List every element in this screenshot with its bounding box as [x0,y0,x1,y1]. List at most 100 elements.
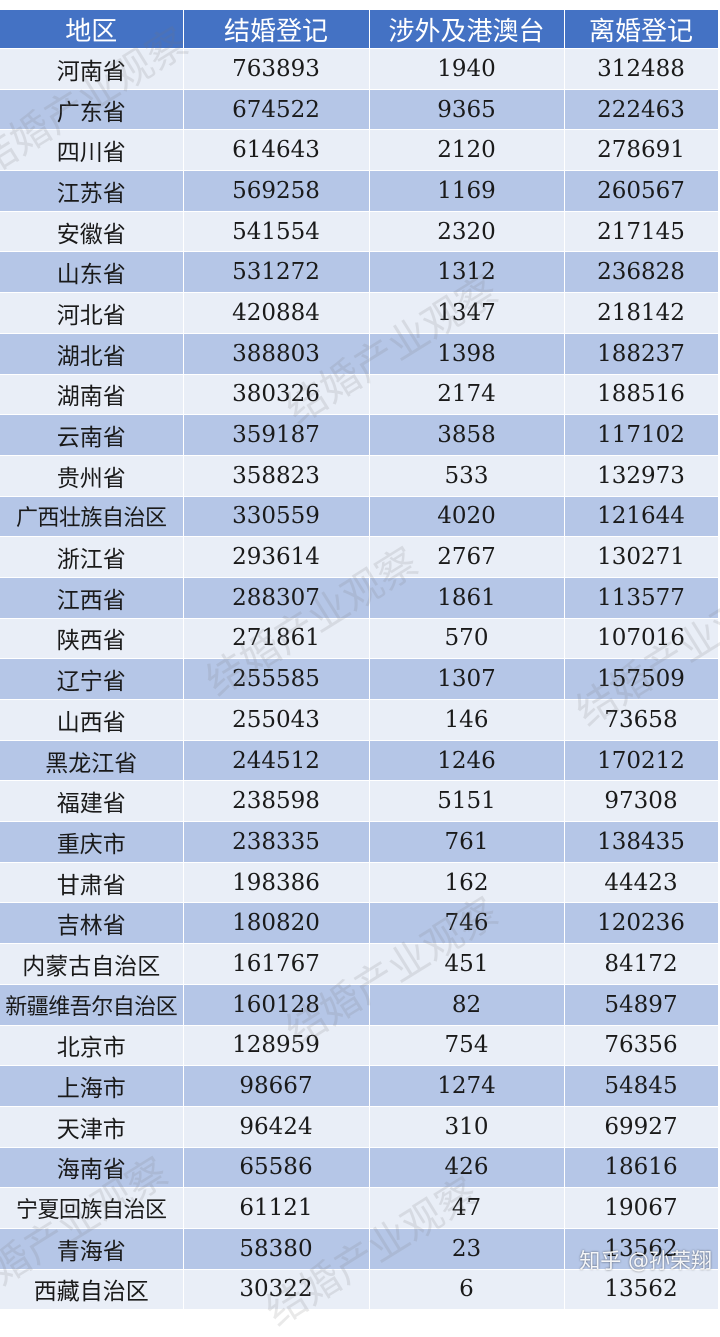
cell-region: 黑龙江省 [0,739,184,781]
cell-divorce-count: 132973 [564,454,719,497]
cell-region: 新疆维吾尔自治区 [0,983,184,1025]
cell-divorce-count: 76356 [564,1024,719,1066]
cell-divorce-count: 54845 [564,1065,719,1107]
cell-foreign-count: 2174 [369,373,565,415]
cell-divorce-count: 97308 [564,780,719,822]
cell-divorce-count: 113577 [564,576,719,619]
cell-divorce-count: 121644 [564,495,719,537]
cell-marriage-count: 358823 [183,454,370,497]
cell-foreign-count: 4020 [369,495,565,537]
cell-divorce-count: 130271 [564,536,719,578]
cell-divorce-count: 73658 [564,699,719,741]
cell-region: 湖北省 [0,332,184,374]
cell-divorce-count: 107016 [564,617,719,659]
table-row: 安徽省 541554 2320 217145 [0,210,719,252]
table-row: 内蒙古自治区 161767 451 84172 [0,943,719,985]
cell-region: 浙江省 [0,536,184,578]
table-row: 江西省 288307 1861 113577 [0,576,719,619]
cell-divorce-count: 170212 [564,739,719,781]
cell-divorce-count: 157509 [564,658,719,700]
cell-foreign-count: 2120 [369,129,565,171]
cell-divorce-count: 69927 [564,1105,719,1148]
table-row: 辽宁省 255585 1307 157509 [0,658,719,700]
table-row: 西藏自治区 30322 6 13562 [0,1268,719,1310]
cell-marriage-count: 30322 [183,1268,370,1310]
cell-divorce-count: 260567 [564,170,719,212]
cell-divorce-count: 54897 [564,983,719,1025]
cell-marriage-count: 160128 [183,983,370,1025]
cell-region: 福建省 [0,780,184,822]
cell-region: 江苏省 [0,170,184,212]
cell-foreign-count: 1246 [369,739,565,781]
cell-marriage-count: 180820 [183,902,370,944]
table-row: 甘肃省 198386 162 44423 [0,861,719,903]
table-row: 上海市 98667 1274 54845 [0,1065,719,1107]
cell-region: 河南省 [0,48,184,90]
cell-region: 辽宁省 [0,658,184,700]
cell-foreign-count: 451 [369,943,565,985]
cell-marriage-count: 238335 [183,821,370,863]
cell-foreign-count: 146 [369,699,565,741]
cell-marriage-count: 244512 [183,739,370,781]
cell-marriage-count: 541554 [183,210,370,252]
cell-marriage-count: 420884 [183,292,370,334]
table-row: 天津市 96424 310 69927 [0,1105,719,1148]
cell-divorce-count: 236828 [564,251,719,293]
cell-region: 青海省 [0,1227,184,1270]
cell-region: 吉林省 [0,902,184,944]
cell-divorce-count: 120236 [564,902,719,944]
cell-region: 山东省 [0,251,184,293]
cell-foreign-count: 82 [369,983,565,1025]
cell-marriage-count: 58380 [183,1227,370,1270]
cell-divorce-count: 218142 [564,292,719,334]
cell-region: 海南省 [0,1146,184,1188]
cell-foreign-count: 1307 [369,658,565,700]
cell-region: 四川省 [0,129,184,171]
table-row: 广东省 674522 9365 222463 [0,88,719,130]
page: 地区 结婚登记 涉外及港澳台 离婚登记 河南省 763893 1940 312488 广… [0,10,720,1336]
header-foreign-hk-macao-taiwan: 涉外及港澳台 [369,10,565,49]
cell-divorce-count: 19067 [564,1187,719,1229]
cell-foreign-count: 746 [369,902,565,944]
cell-marriage-count: 674522 [183,88,370,130]
cell-foreign-count: 533 [369,454,565,497]
cell-foreign-count: 310 [369,1105,565,1148]
cell-divorce-count: 312488 [564,48,719,90]
cell-region: 江西省 [0,576,184,619]
table-row: 山西省 255043 146 73658 [0,699,719,741]
cell-marriage-count: 614643 [183,129,370,171]
cell-marriage-count: 255043 [183,699,370,741]
cell-foreign-count: 2320 [369,210,565,252]
cell-foreign-count: 1347 [369,292,565,334]
cell-foreign-count: 754 [369,1024,565,1066]
header-marriage-registration: 结婚登记 [183,10,370,49]
table-row: 河北省 420884 1347 218142 [0,292,719,334]
cell-foreign-count: 1398 [369,332,565,374]
table-row: 海南省 65586 426 18616 [0,1146,719,1188]
cell-marriage-count: 198386 [183,861,370,903]
table-row: 云南省 359187 3858 117102 [0,414,719,456]
cell-region: 天津市 [0,1105,184,1148]
cell-divorce-count: 44423 [564,861,719,903]
cell-divorce-count: 138435 [564,821,719,863]
cell-marriage-count: 96424 [183,1105,370,1148]
table-row: 青海省 58380 23 13562 [0,1227,719,1270]
marriage-registration-table: 地区 结婚登记 涉外及港澳台 离婚登记 河南省 763893 1940 312488 广… [0,10,719,1310]
header-region: 地区 [0,10,184,49]
table-row: 河南省 763893 1940 312488 [0,48,719,90]
cell-region: 北京市 [0,1024,184,1066]
cell-marriage-count: 359187 [183,414,370,456]
cell-foreign-count: 2767 [369,536,565,578]
cell-region: 重庆市 [0,821,184,863]
cell-region: 宁夏回族自治区 [0,1187,184,1229]
cell-foreign-count: 47 [369,1187,565,1229]
cell-foreign-count: 5151 [369,780,565,822]
cell-foreign-count: 3858 [369,414,565,456]
table-row: 宁夏回族自治区 61121 47 19067 [0,1187,719,1229]
cell-foreign-count: 570 [369,617,565,659]
cell-marriage-count: 288307 [183,576,370,619]
cell-region: 湖南省 [0,373,184,415]
cell-marriage-count: 255585 [183,658,370,700]
cell-region: 内蒙古自治区 [0,943,184,985]
table-row: 湖南省 380326 2174 188516 [0,373,719,415]
